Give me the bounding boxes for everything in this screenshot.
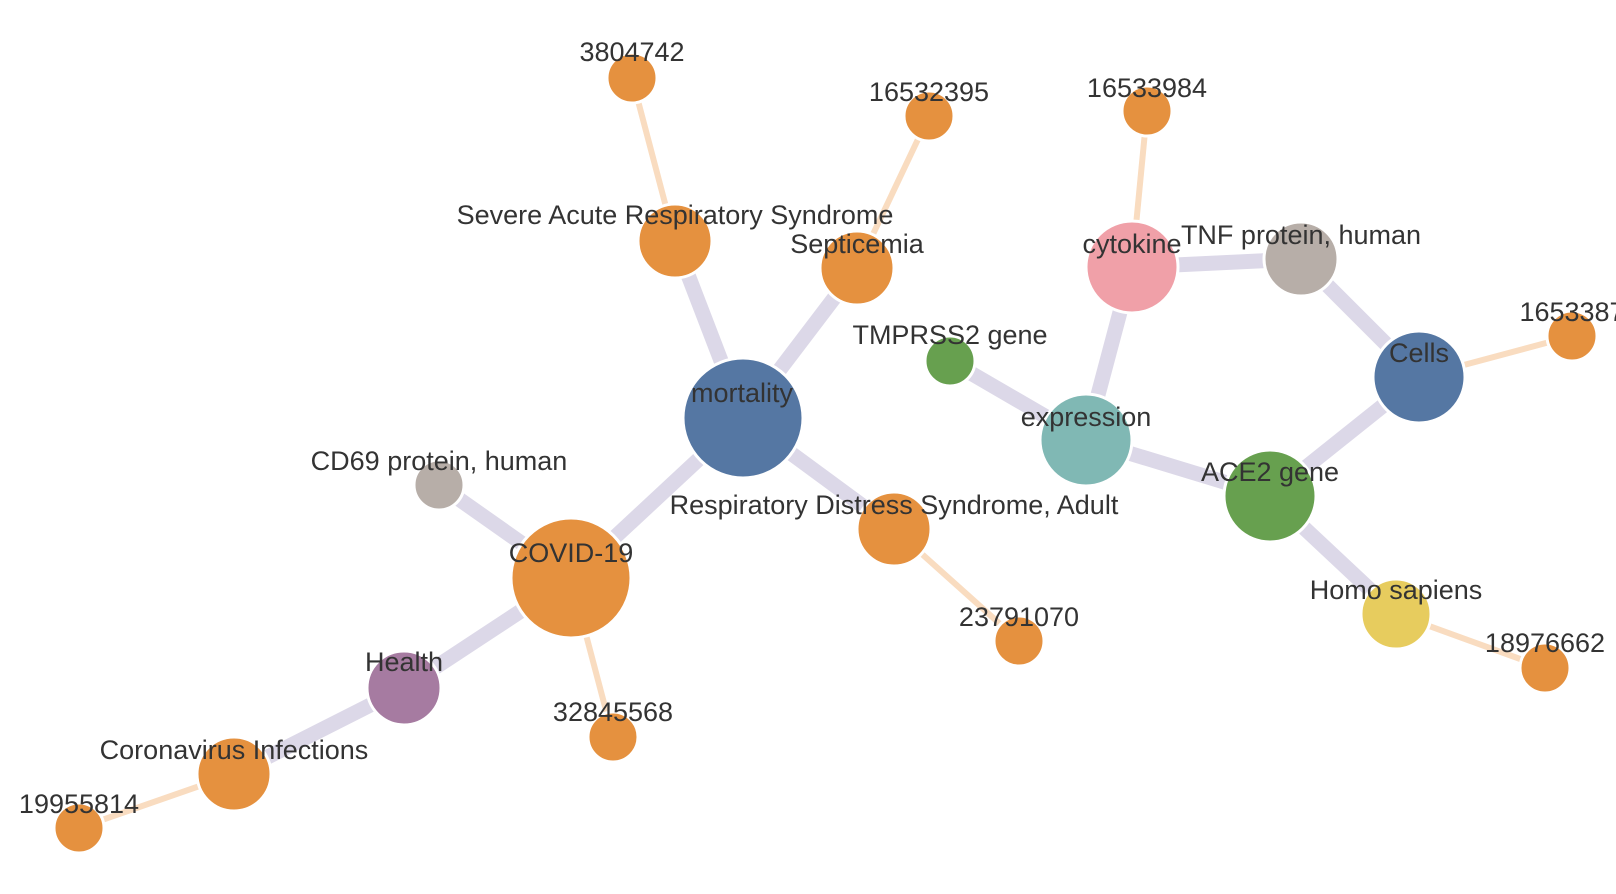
node-cytokine[interactable] xyxy=(1084,219,1180,315)
node-health[interactable] xyxy=(365,649,443,727)
node-label-tmprss2: TMPRSS2 gene xyxy=(852,320,1047,350)
node-label-mortality: mortality xyxy=(691,378,794,408)
node-ards[interactable] xyxy=(855,490,933,568)
node-tnf[interactable] xyxy=(1262,220,1340,298)
node-cd69[interactable] xyxy=(412,458,466,512)
node-label-p16532395: 16532395 xyxy=(869,77,989,107)
node-p16532395[interactable] xyxy=(902,89,956,143)
node-label-covid19: COVID-19 xyxy=(509,538,634,568)
node-label-health: Health xyxy=(365,647,443,677)
node-septicemia[interactable] xyxy=(818,229,896,307)
node-coronavirus[interactable] xyxy=(195,735,273,813)
node-p23791070[interactable] xyxy=(992,614,1046,668)
node-label-cells: Cells xyxy=(1389,338,1449,368)
node-label-septicemia: Septicemia xyxy=(790,229,925,259)
node-label-ards: Respiratory Distress Syndrome, Adult xyxy=(670,490,1119,520)
node-p1653387[interactable] xyxy=(1545,309,1599,363)
node-covid19[interactable] xyxy=(509,516,633,640)
edges-layer xyxy=(78,77,1573,831)
node-p18976662[interactable] xyxy=(1518,641,1572,695)
node-expression[interactable] xyxy=(1038,392,1134,488)
node-label-p23791070: 23791070 xyxy=(959,602,1079,632)
node-mortality[interactable] xyxy=(681,356,805,480)
node-label-p18976662: 18976662 xyxy=(1485,628,1605,658)
node-tmprss2[interactable] xyxy=(923,334,977,388)
node-label-p32845568: 32845568 xyxy=(553,697,673,727)
node-label-ace2: ACE2 gene xyxy=(1201,457,1339,487)
node-p16533984[interactable] xyxy=(1120,84,1174,138)
labels-layer: mortality COVID-19 Severe Acute Respirator… xyxy=(19,37,1616,819)
node-p3804742[interactable] xyxy=(605,51,659,105)
node-label-cytokine: cytokine xyxy=(1082,229,1181,259)
node-cells[interactable] xyxy=(1371,329,1467,425)
node-label-p1653387: 1653387 xyxy=(1519,297,1616,327)
node-label-expression: expression xyxy=(1021,402,1152,432)
node-label-p19955814: 19955814 xyxy=(19,789,139,819)
node-ace2[interactable] xyxy=(1222,448,1318,544)
node-label-sars: Severe Acute Respiratory Syndrome xyxy=(457,200,894,230)
node-label-tnf: TNF protein, human xyxy=(1181,220,1421,250)
nodes-layer xyxy=(52,51,1599,855)
node-label-p3804742: 3804742 xyxy=(579,37,684,67)
node-label-p16533984: 16533984 xyxy=(1087,73,1207,103)
node-label-cd69: CD69 protein, human xyxy=(311,446,568,476)
node-label-homo: Homo sapiens xyxy=(1310,575,1483,605)
node-sars[interactable] xyxy=(636,202,714,280)
node-p19955814[interactable] xyxy=(52,801,106,855)
node-p32845568[interactable] xyxy=(586,710,640,764)
node-label-coronavirus: Coronavirus Infections xyxy=(100,735,369,765)
node-homo[interactable] xyxy=(1359,577,1433,651)
